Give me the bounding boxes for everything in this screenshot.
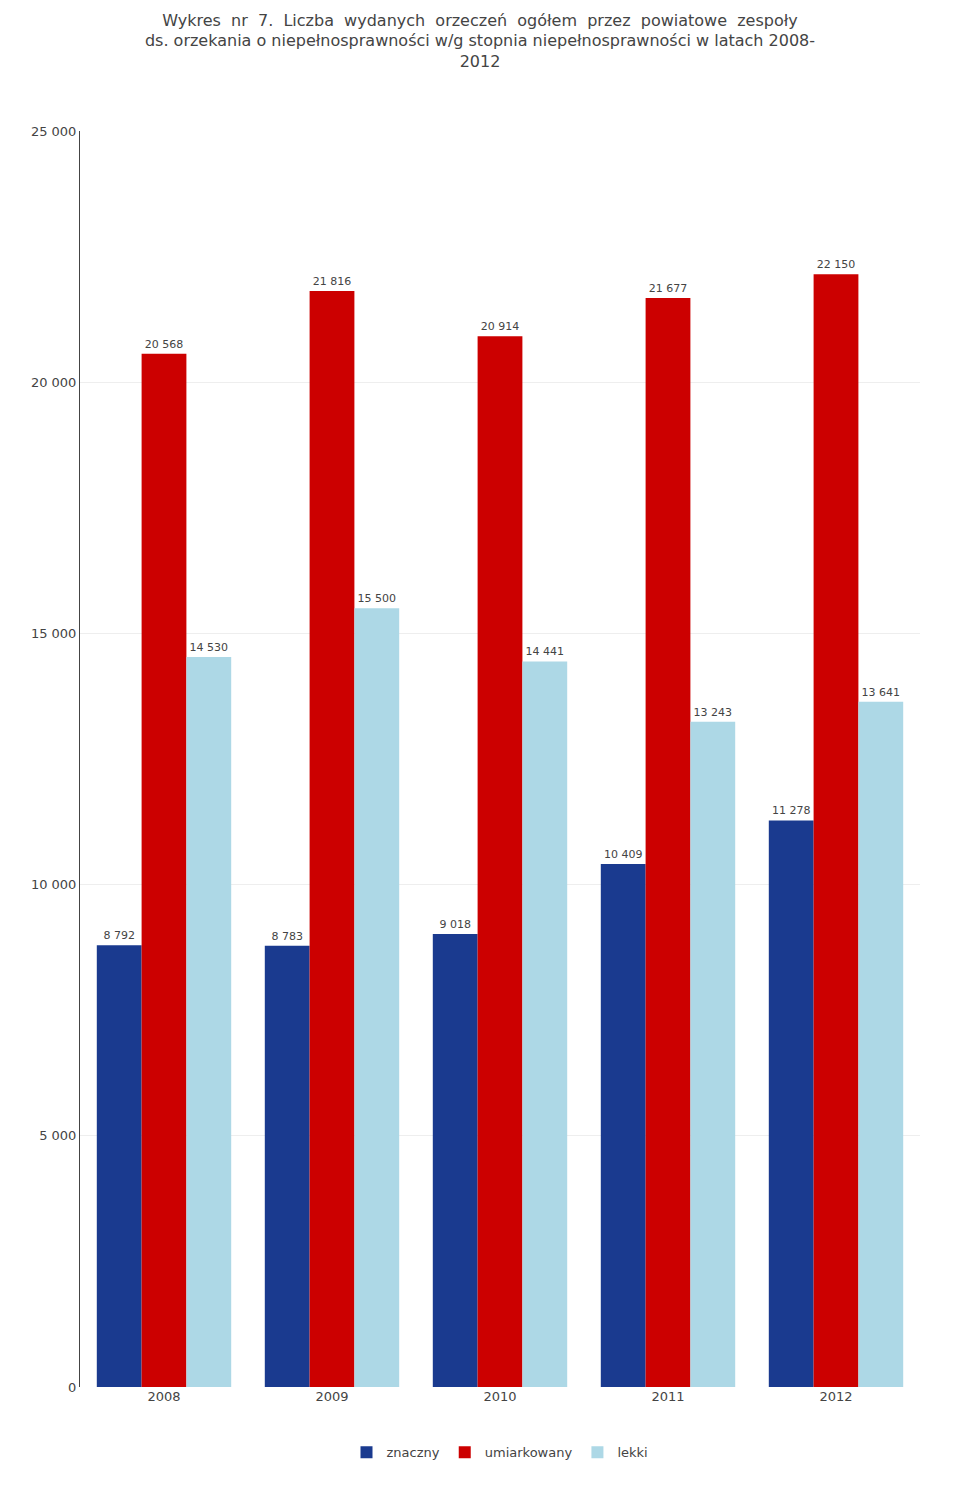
svg-text:14 441: 14 441 bbox=[526, 645, 565, 658]
svg-text:Wykres nr 7. Liczba wydany: Wykres nr 7. Liczba wydanych orzeczeń og… bbox=[145, 11, 815, 72]
svg-text:9 018: 9 018 bbox=[439, 918, 471, 931]
svg-text:22 150: 22 150 bbox=[817, 258, 856, 271]
svg-text:21 816: 21 816 bbox=[313, 275, 352, 288]
svg-text:21 677: 21 677 bbox=[649, 282, 688, 295]
svg-text:2008: 2008 bbox=[147, 1389, 180, 1404]
svg-text:2009: 2009 bbox=[315, 1389, 348, 1404]
svg-text:10 000: 10 000 bbox=[31, 877, 77, 892]
svg-text:15 000: 15 000 bbox=[31, 626, 77, 641]
svg-text:13 641: 13 641 bbox=[862, 686, 901, 699]
svg-text:25 000: 25 000 bbox=[31, 124, 77, 139]
svg-text:14 530: 14 530 bbox=[190, 641, 229, 654]
svg-text:2010: 2010 bbox=[483, 1389, 516, 1404]
svg-text:znaczny: znaczny bbox=[387, 1445, 440, 1460]
svg-text:15 500: 15 500 bbox=[358, 592, 397, 605]
svg-text:2012: 2012 bbox=[819, 1389, 852, 1404]
svg-text:13 243: 13 243 bbox=[694, 706, 733, 719]
svg-text:20 914: 20 914 bbox=[481, 320, 520, 333]
svg-text:0: 0 bbox=[68, 1380, 76, 1395]
svg-text:20 568: 20 568 bbox=[145, 338, 184, 351]
svg-text:20 000: 20 000 bbox=[31, 375, 77, 390]
svg-text:umiarkowany: umiarkowany bbox=[485, 1445, 573, 1460]
svg-text:11 278: 11 278 bbox=[772, 804, 811, 817]
svg-text:10 409: 10 409 bbox=[604, 848, 643, 861]
svg-text:5 000: 5 000 bbox=[39, 1128, 76, 1143]
svg-text:2011: 2011 bbox=[651, 1389, 684, 1404]
svg-text:lekki: lekki bbox=[617, 1445, 647, 1460]
svg-text:8 783: 8 783 bbox=[271, 930, 303, 943]
svg-text:8 792: 8 792 bbox=[103, 929, 135, 942]
